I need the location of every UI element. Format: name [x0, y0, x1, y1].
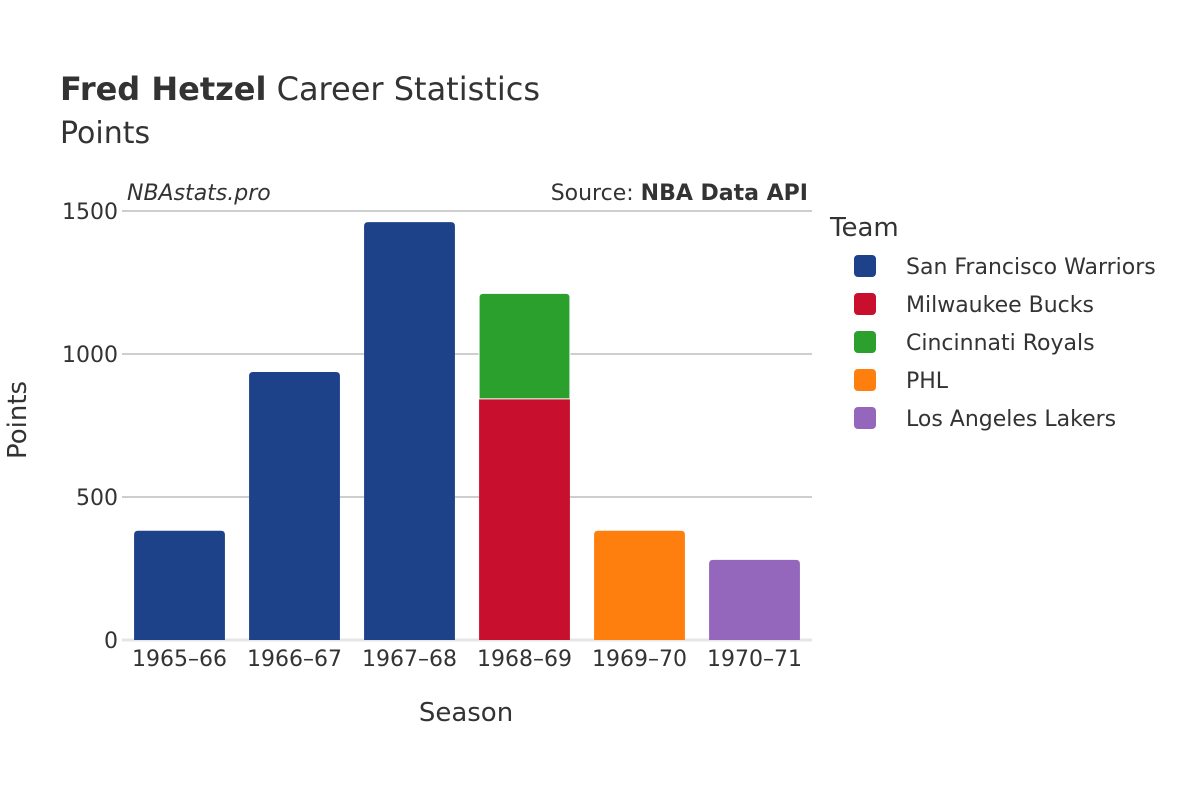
source-label: Source: NBA Data API	[551, 181, 808, 206]
legend-item-label[interactable]: San Francisco Warriors	[906, 255, 1156, 280]
chart-title-rest: Career Statistics	[266, 70, 540, 108]
legend-item-label[interactable]: Cincinnati Royals	[906, 331, 1095, 356]
legend-swatch[interactable]	[854, 369, 876, 391]
y-tick-label: 1000	[62, 343, 118, 368]
bar-phl-1969–70[interactable]	[594, 530, 685, 640]
grid-lines	[122, 210, 812, 642]
legend-swatch[interactable]	[854, 293, 876, 315]
legend-title: Team	[829, 213, 899, 243]
chart-title-player: Fred Hetzel	[60, 70, 266, 108]
bar-milwaukee-bucks-1968–69[interactable]	[479, 398, 570, 640]
y-tick-labels: 0 500 1000 1500	[62, 200, 118, 654]
x-axis-label: Season	[419, 698, 513, 728]
chart-subtitle: Points	[60, 116, 150, 151]
legend-swatch[interactable]	[854, 331, 876, 353]
bar-los-angeles-lakers-1970–71[interactable]	[709, 559, 800, 640]
x-tick-labels: 1965–66 1966–67 1967–68 1968–69 1969–70 1970–…	[132, 647, 802, 672]
bar-cincinnati-royals-1968–69[interactable]	[478, 292, 571, 400]
y-tick-label: 500	[76, 486, 118, 511]
x-tick-label: 1970–71	[707, 647, 802, 672]
x-tick-label: 1968–69	[477, 647, 572, 672]
chart-title: Fred Hetzel Career Statistics	[60, 70, 540, 108]
bars	[134, 222, 800, 641]
source-prefix: Source:	[551, 181, 641, 206]
bar-san-francisco-warriors-1966–67[interactable]	[249, 372, 340, 640]
legend-item-label[interactable]: PHL	[906, 369, 949, 394]
legend: Team San Francisco Warriors Milwaukee Buc…	[829, 213, 1156, 432]
bar-san-francisco-warriors-1965–66[interactable]	[134, 530, 225, 640]
y-tick-label: 0	[104, 629, 118, 654]
x-tick-label: 1967–68	[362, 647, 457, 672]
bar-san-francisco-warriors-1967–68[interactable]	[364, 222, 455, 641]
legend-items: San Francisco Warriors Milwaukee Bucks Cin…	[854, 255, 1156, 432]
legend-item-label[interactable]: Los Angeles Lakers	[906, 407, 1116, 432]
source-name: NBA Data API	[641, 181, 808, 206]
legend-swatch[interactable]	[854, 255, 876, 277]
x-tick-label: 1969–70	[592, 647, 687, 672]
watermark: NBAstats.pro	[127, 181, 271, 206]
legend-swatch[interactable]	[854, 407, 876, 429]
y-tick-label: 1500	[62, 200, 118, 225]
x-tick-label: 1966–67	[247, 647, 342, 672]
legend-item-label[interactable]: Milwaukee Bucks	[906, 293, 1094, 318]
y-axis-label: Points	[3, 381, 33, 459]
x-tick-label: 1965–66	[132, 647, 227, 672]
